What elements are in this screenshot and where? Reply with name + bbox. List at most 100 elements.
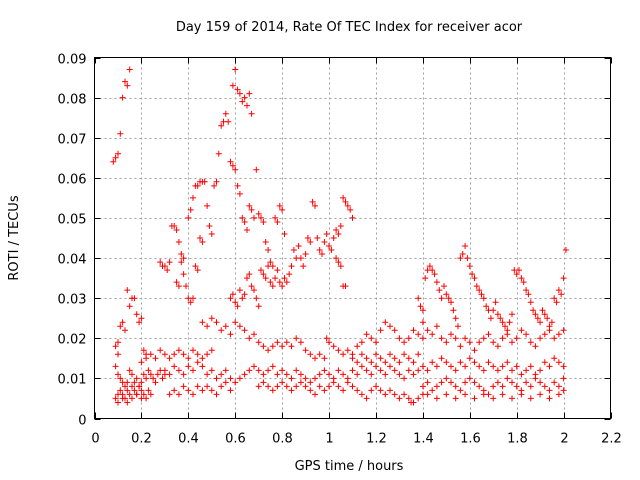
data-point <box>466 355 473 362</box>
data-point <box>145 387 152 394</box>
y-axis-title: ROTI / TECUs <box>7 195 22 280</box>
data-point <box>476 383 483 390</box>
data-point <box>199 239 206 245</box>
data-point <box>112 363 119 370</box>
data-point <box>429 331 436 338</box>
data-point <box>452 395 459 402</box>
data-point <box>126 367 133 374</box>
data-point <box>194 383 201 390</box>
data-point <box>211 182 218 189</box>
data-point <box>236 90 243 97</box>
data-point <box>452 315 459 322</box>
data-point <box>213 319 220 326</box>
data-point <box>178 251 185 257</box>
data-point <box>457 387 464 394</box>
data-point <box>323 231 330 237</box>
data-point <box>429 387 436 394</box>
x-tick-label: 0.8 <box>272 432 293 447</box>
data-point <box>363 367 370 374</box>
data-point <box>415 367 422 374</box>
data-point <box>335 347 342 354</box>
data-point <box>523 331 530 338</box>
data-point <box>562 247 569 253</box>
data-point <box>330 343 337 350</box>
data-point <box>494 379 501 386</box>
data-point <box>387 323 393 330</box>
data-point <box>194 182 201 189</box>
x-tick-label: 0 <box>91 432 99 447</box>
data-point <box>419 383 426 390</box>
data-point <box>145 367 152 374</box>
data-point <box>260 343 267 350</box>
data-point <box>485 331 492 338</box>
data-point <box>551 335 558 342</box>
data-point <box>166 391 173 398</box>
data-point <box>204 351 211 358</box>
data-point <box>185 363 192 370</box>
data-point <box>227 158 234 165</box>
data-point <box>208 387 215 394</box>
data-point <box>190 391 196 398</box>
data-point <box>396 359 403 366</box>
data-point <box>340 387 347 394</box>
data-point <box>279 379 286 386</box>
data-point <box>122 78 128 85</box>
data-point <box>300 263 307 270</box>
data-point <box>443 339 450 346</box>
data-point <box>424 379 431 386</box>
data-point <box>164 267 171 274</box>
data-point <box>523 379 530 386</box>
data-point <box>244 102 250 109</box>
y-tick-label: 0.07 <box>58 133 87 148</box>
data-point <box>560 387 567 394</box>
data-point <box>265 367 272 374</box>
data-point <box>302 383 309 390</box>
data-point <box>323 335 330 342</box>
data-point <box>462 379 469 386</box>
data-point <box>215 150 222 157</box>
data-point <box>171 223 178 229</box>
data-point <box>490 383 497 390</box>
data-point <box>391 355 398 362</box>
data-point <box>248 206 255 213</box>
data-point <box>321 367 328 374</box>
data-point <box>457 343 464 350</box>
data-point <box>133 391 140 398</box>
data-point <box>358 339 365 346</box>
data-point <box>321 355 328 362</box>
data-point <box>251 331 257 338</box>
data-point <box>166 371 173 378</box>
data-point <box>175 367 182 374</box>
data-point <box>560 327 567 334</box>
data-point <box>208 367 215 374</box>
data-point <box>401 351 408 358</box>
data-point <box>436 287 443 294</box>
data-point <box>518 327 525 334</box>
data-point <box>546 395 553 402</box>
data-point <box>288 387 295 394</box>
data-point <box>288 263 295 270</box>
data-point <box>190 367 196 374</box>
data-point <box>185 355 192 362</box>
data-point <box>124 379 131 386</box>
data-point <box>218 327 225 334</box>
data-point <box>138 387 145 394</box>
data-point <box>136 319 143 326</box>
data-point <box>457 255 464 262</box>
data-point <box>527 383 534 390</box>
data-point <box>171 387 178 394</box>
data-point <box>283 279 290 286</box>
data-point <box>260 379 267 386</box>
y-tick-label: 0.08 <box>58 93 87 108</box>
data-point <box>122 327 128 334</box>
data-point <box>206 223 213 229</box>
data-point <box>471 379 478 386</box>
data-point <box>417 303 424 310</box>
data-point <box>161 351 168 358</box>
data-point <box>441 283 447 290</box>
data-point <box>269 363 276 370</box>
data-point <box>373 339 379 346</box>
data-point <box>452 367 459 374</box>
data-point <box>304 235 311 241</box>
data-point <box>401 391 408 398</box>
